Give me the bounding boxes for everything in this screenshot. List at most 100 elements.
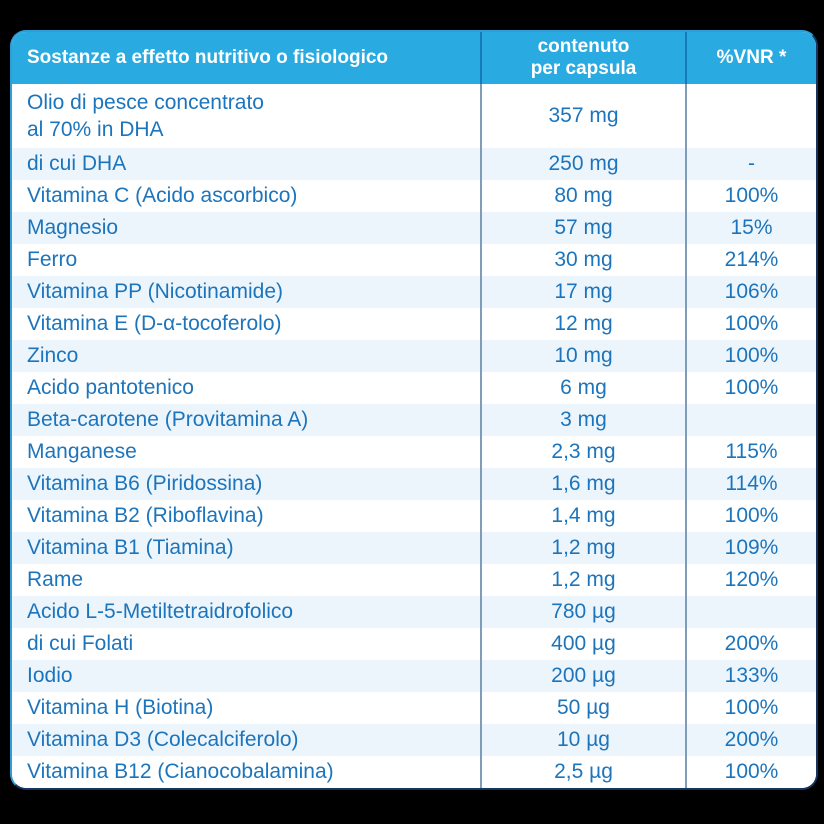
- content-per-capsule-cell: 57 mg: [480, 212, 685, 244]
- substance-label: Acido L-5-Metiltetraidrofolico: [27, 600, 294, 624]
- substance-cell: Vitamina B2 (Riboflavina): [12, 500, 480, 532]
- vnr-percentage-cell: 100%: [685, 180, 816, 212]
- table-row: Manganese 2,3 mg 115%: [12, 436, 816, 468]
- content-per-capsule-cell: 1,6 mg: [480, 468, 685, 500]
- content-per-capsule-cell: 6 mg: [480, 372, 685, 404]
- vnr-percentage-cell: 114%: [685, 468, 816, 500]
- vnr-percentage-cell: [685, 84, 816, 148]
- substance-label: Vitamina E (D-α-tocoferolo): [27, 312, 282, 336]
- substance-label: di cui Folati: [27, 632, 134, 656]
- substance-label: Vitamina B2 (Riboflavina): [27, 504, 264, 528]
- table-row: Vitamina C (Acido ascorbico) 80 mg 100%: [12, 180, 816, 212]
- vnr-percentage-cell: [685, 404, 816, 436]
- table-row: Vitamina B2 (Riboflavina) 1,4 mg 100%: [12, 500, 816, 532]
- substance-label: Manganese: [27, 440, 137, 464]
- substance-cell: Beta-carotene (Provitamina A): [12, 404, 480, 436]
- content-per-capsule-cell: 10 µg: [480, 724, 685, 756]
- vnr-percentage-cell: 100%: [685, 756, 816, 788]
- vnr-percentage-cell: 100%: [685, 372, 816, 404]
- vnr-percentage-cell: 100%: [685, 500, 816, 532]
- table-row: Iodio 200 µg 133%: [12, 660, 816, 692]
- substance-cell: di cui DHA: [12, 148, 480, 180]
- substance-label-line2: al 70% in DHA: [27, 118, 164, 141]
- content-per-capsule-cell: 780 µg: [480, 596, 685, 628]
- substance-cell: Acido pantotenico: [12, 372, 480, 404]
- content-per-capsule-cell: 3 mg: [480, 404, 685, 436]
- vnr-percentage-cell: 214%: [685, 244, 816, 276]
- substance-label: di cui DHA: [27, 152, 127, 176]
- header-content-line1: contenuto: [537, 36, 630, 58]
- substance-cell: Acido L-5-Metiltetraidrofolico: [12, 596, 480, 628]
- substance-label: Rame: [27, 568, 84, 592]
- table-body: Olio di pesce concentrato al 70% in DHA 35…: [12, 84, 816, 788]
- nutrition-facts-table: Sostanze a effetto nutritivo o fisiologi…: [10, 30, 818, 790]
- substance-cell: di cui Folati: [12, 628, 480, 660]
- header-content-column: contenuto per capsula: [480, 32, 685, 84]
- table-row: Ferro 30 mg 214%: [12, 244, 816, 276]
- table-row: Vitamina PP (Nicotinamide) 17 mg 106%: [12, 276, 816, 308]
- content-per-capsule-cell: 400 µg: [480, 628, 685, 660]
- table-row: Vitamina B6 (Piridossina) 1,6 mg 114%: [12, 468, 816, 500]
- table-row: Zinco 10 mg 100%: [12, 340, 816, 372]
- substance-label: Vitamina B12 (Cianocobalamina): [27, 760, 334, 784]
- vnr-percentage-cell: 120%: [685, 564, 816, 596]
- content-per-capsule-cell: 30 mg: [480, 244, 685, 276]
- table-row: di cui DHA 250 mg -: [12, 148, 816, 180]
- substance-label: Vitamina H (Biotina): [27, 696, 214, 720]
- content-per-capsule-cell: 1,2 mg: [480, 564, 685, 596]
- vnr-percentage-cell: 115%: [685, 436, 816, 468]
- table-row: Olio di pesce concentrato al 70% in DHA 35…: [12, 84, 816, 148]
- vnr-percentage-cell: 109%: [685, 532, 816, 564]
- substance-label: Ferro: [27, 248, 78, 272]
- table-row: Magnesio 57 mg 15%: [12, 212, 816, 244]
- substance-label: Vitamina C (Acido ascorbico): [27, 184, 298, 208]
- substance-label: Vitamina B1 (Tiamina): [27, 536, 234, 560]
- substance-label: Beta-carotene (Provitamina A): [27, 408, 309, 432]
- substance-cell: Vitamina C (Acido ascorbico): [12, 180, 480, 212]
- content-per-capsule-cell: 200 µg: [480, 660, 685, 692]
- vnr-percentage-cell: 100%: [685, 340, 816, 372]
- content-per-capsule-cell: 50 µg: [480, 692, 685, 724]
- table-header-row: Sostanze a effetto nutritivo o fisiologi…: [12, 32, 816, 84]
- vnr-percentage-cell: 100%: [685, 692, 816, 724]
- substance-label: Magnesio: [27, 216, 119, 240]
- vnr-percentage-cell: -: [685, 148, 816, 180]
- substance-label: Vitamina B6 (Piridossina): [27, 472, 263, 496]
- vnr-percentage-cell: 200%: [685, 628, 816, 660]
- substance-cell: Vitamina H (Biotina): [12, 692, 480, 724]
- substance-cell: Zinco: [12, 340, 480, 372]
- table-row: Vitamina E (D-α-tocoferolo) 12 mg 100%: [12, 308, 816, 340]
- content-per-capsule-cell: 1,2 mg: [480, 532, 685, 564]
- header-substance-column: Sostanze a effetto nutritivo o fisiologi…: [27, 47, 389, 69]
- content-per-capsule-cell: 17 mg: [480, 276, 685, 308]
- content-per-capsule-cell: 10 mg: [480, 340, 685, 372]
- table-row: Vitamina D3 (Colecalciferolo) 10 µg 200%: [12, 724, 816, 756]
- content-per-capsule-cell: 1,4 mg: [480, 500, 685, 532]
- substance-label: Iodio: [27, 664, 73, 688]
- content-per-capsule-cell: 357 mg: [480, 84, 685, 148]
- substance-cell: Magnesio: [12, 212, 480, 244]
- content-per-capsule-cell: 250 mg: [480, 148, 685, 180]
- vnr-percentage-cell: 106%: [685, 276, 816, 308]
- table-row: di cui Folati 400 µg 200%: [12, 628, 816, 660]
- substance-cell: Rame: [12, 564, 480, 596]
- substance-cell: Vitamina B6 (Piridossina): [12, 468, 480, 500]
- substance-label: Vitamina PP (Nicotinamide): [27, 280, 283, 304]
- table-row: Rame 1,2 mg 120%: [12, 564, 816, 596]
- header-vnr-column: %VNR *: [685, 32, 816, 84]
- table-row: Beta-carotene (Provitamina A) 3 mg: [12, 404, 816, 436]
- substance-cell: Manganese: [12, 436, 480, 468]
- substance-cell: Olio di pesce concentrato al 70% in DHA: [12, 84, 480, 148]
- substance-cell: Vitamina E (D-α-tocoferolo): [12, 308, 480, 340]
- substance-cell: Vitamina B12 (Cianocobalamina): [12, 756, 480, 788]
- table-row: Acido pantotenico 6 mg 100%: [12, 372, 816, 404]
- vnr-percentage-cell: 200%: [685, 724, 816, 756]
- vnr-percentage-cell: 15%: [685, 212, 816, 244]
- table-row: Vitamina B12 (Cianocobalamina) 2,5 µg 100%: [12, 756, 816, 788]
- table-row: Acido L-5-Metiltetraidrofolico 780 µg: [12, 596, 816, 628]
- substance-cell: Vitamina PP (Nicotinamide): [12, 276, 480, 308]
- content-per-capsule-cell: 80 mg: [480, 180, 685, 212]
- content-per-capsule-cell: 12 mg: [480, 308, 685, 340]
- substance-label: Olio di pesce concentrato: [27, 90, 264, 114]
